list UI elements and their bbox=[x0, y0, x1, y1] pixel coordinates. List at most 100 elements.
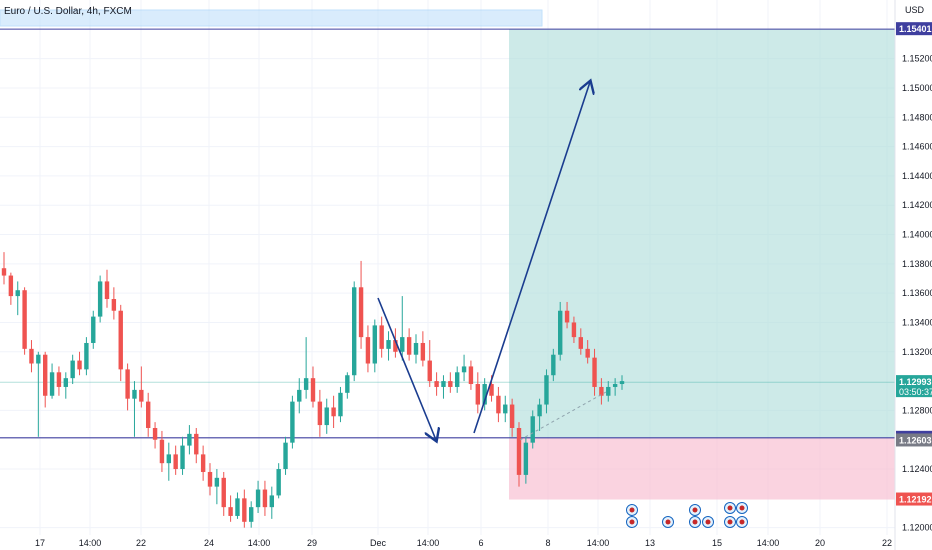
candle[interactable] bbox=[249, 501, 254, 528]
candle[interactable] bbox=[15, 281, 20, 316]
candle[interactable] bbox=[297, 378, 302, 414]
candle[interactable] bbox=[358, 260, 364, 349]
candle[interactable] bbox=[564, 301, 570, 329]
candle[interactable] bbox=[214, 469, 220, 505]
candle[interactable] bbox=[516, 422, 522, 487]
candle[interactable] bbox=[530, 410, 535, 449]
candle[interactable] bbox=[262, 480, 268, 516]
candle[interactable] bbox=[283, 436, 288, 475]
candle[interactable] bbox=[468, 360, 474, 390]
candle[interactable] bbox=[77, 351, 82, 376]
candle[interactable] bbox=[523, 436, 529, 484]
candle[interactable] bbox=[276, 463, 281, 499]
candle[interactable] bbox=[317, 389, 323, 437]
candle[interactable] bbox=[324, 398, 329, 434]
candle[interactable] bbox=[461, 354, 467, 382]
candle[interactable] bbox=[345, 372, 350, 399]
economic-events[interactable] bbox=[626, 502, 748, 528]
time-axis[interactable]: 17 14:00 22 24 14:00 29 Dec 14:00 6 8 14:00 13 15 14:… bbox=[35, 538, 892, 548]
candle[interactable] bbox=[36, 351, 41, 437]
projection-line[interactable] bbox=[519, 391, 607, 441]
candle[interactable] bbox=[49, 363, 55, 399]
event-flag-icon[interactable] bbox=[689, 504, 701, 516]
candles[interactable] bbox=[1, 252, 625, 528]
candle[interactable] bbox=[187, 425, 192, 455]
candle[interactable] bbox=[132, 381, 137, 437]
candle[interactable] bbox=[393, 328, 398, 358]
event-flag-icon[interactable] bbox=[626, 504, 638, 516]
candle[interactable] bbox=[166, 442, 171, 481]
candle[interactable] bbox=[207, 463, 213, 496]
arrow-down[interactable] bbox=[377, 297, 436, 440]
event-flag-icon[interactable] bbox=[724, 516, 736, 528]
event-flag-icon[interactable] bbox=[724, 502, 736, 514]
event-flag-icon[interactable] bbox=[702, 516, 714, 528]
candle[interactable] bbox=[379, 316, 384, 358]
candle[interactable] bbox=[290, 395, 295, 449]
candle[interactable] bbox=[173, 445, 178, 475]
candle[interactable] bbox=[386, 331, 391, 361]
candle[interactable] bbox=[619, 375, 625, 390]
candle[interactable] bbox=[242, 489, 247, 528]
candle[interactable] bbox=[70, 354, 75, 385]
candle[interactable] bbox=[91, 310, 96, 349]
candle[interactable] bbox=[200, 445, 206, 481]
candle[interactable] bbox=[331, 395, 336, 428]
candle[interactable] bbox=[612, 378, 618, 396]
candle[interactable] bbox=[420, 331, 426, 367]
candle[interactable] bbox=[235, 492, 240, 519]
drawings[interactable] bbox=[377, 82, 607, 441]
candle[interactable] bbox=[352, 281, 357, 382]
candle[interactable] bbox=[104, 269, 110, 308]
candle[interactable] bbox=[22, 287, 27, 355]
candle[interactable] bbox=[43, 351, 48, 408]
candle[interactable] bbox=[365, 325, 371, 373]
candle[interactable] bbox=[1, 252, 7, 285]
candle[interactable] bbox=[146, 392, 151, 437]
candle[interactable] bbox=[413, 334, 419, 364]
candle[interactable] bbox=[585, 340, 590, 364]
candle[interactable] bbox=[434, 372, 439, 396]
candle[interactable] bbox=[159, 430, 165, 472]
candle[interactable] bbox=[84, 337, 89, 376]
candle[interactable] bbox=[269, 486, 274, 519]
candle[interactable] bbox=[427, 340, 432, 387]
candle[interactable] bbox=[400, 296, 405, 361]
event-flag-icon[interactable] bbox=[662, 516, 674, 528]
candle[interactable] bbox=[8, 272, 14, 305]
candle[interactable] bbox=[406, 328, 412, 361]
candle[interactable] bbox=[503, 395, 508, 423]
candle[interactable] bbox=[496, 386, 501, 423]
candle[interactable] bbox=[63, 372, 68, 399]
candle[interactable] bbox=[125, 363, 130, 411]
candle[interactable] bbox=[509, 398, 515, 437]
candle[interactable] bbox=[338, 386, 343, 423]
candle[interactable] bbox=[29, 340, 34, 373]
event-flag-icon[interactable] bbox=[736, 516, 748, 528]
candle[interactable] bbox=[441, 375, 446, 399]
candle[interactable] bbox=[592, 348, 597, 396]
candle[interactable] bbox=[537, 398, 542, 431]
event-flag-icon[interactable] bbox=[736, 502, 748, 514]
candle[interactable] bbox=[551, 348, 556, 382]
price-axis[interactable]: 1.15200 1.15000 1.14800 1.14600 1.14400 1.142… bbox=[894, 0, 932, 550]
candle[interactable] bbox=[97, 275, 103, 323]
candle[interactable] bbox=[455, 366, 460, 393]
candle[interactable] bbox=[228, 495, 233, 522]
event-flag-icon[interactable] bbox=[626, 516, 638, 528]
candle[interactable] bbox=[118, 304, 123, 382]
candle[interactable] bbox=[152, 422, 158, 449]
candle[interactable] bbox=[475, 372, 480, 414]
candle[interactable] bbox=[571, 316, 577, 343]
candle[interactable] bbox=[448, 372, 453, 393]
candle[interactable] bbox=[139, 366, 144, 408]
candle[interactable] bbox=[303, 337, 309, 399]
event-flag-icon[interactable] bbox=[689, 516, 701, 528]
candle[interactable] bbox=[194, 428, 199, 464]
candle[interactable] bbox=[111, 287, 117, 320]
candle[interactable] bbox=[56, 366, 62, 396]
candle[interactable] bbox=[482, 378, 487, 411]
candle[interactable] bbox=[221, 471, 226, 516]
candle[interactable] bbox=[372, 319, 377, 373]
